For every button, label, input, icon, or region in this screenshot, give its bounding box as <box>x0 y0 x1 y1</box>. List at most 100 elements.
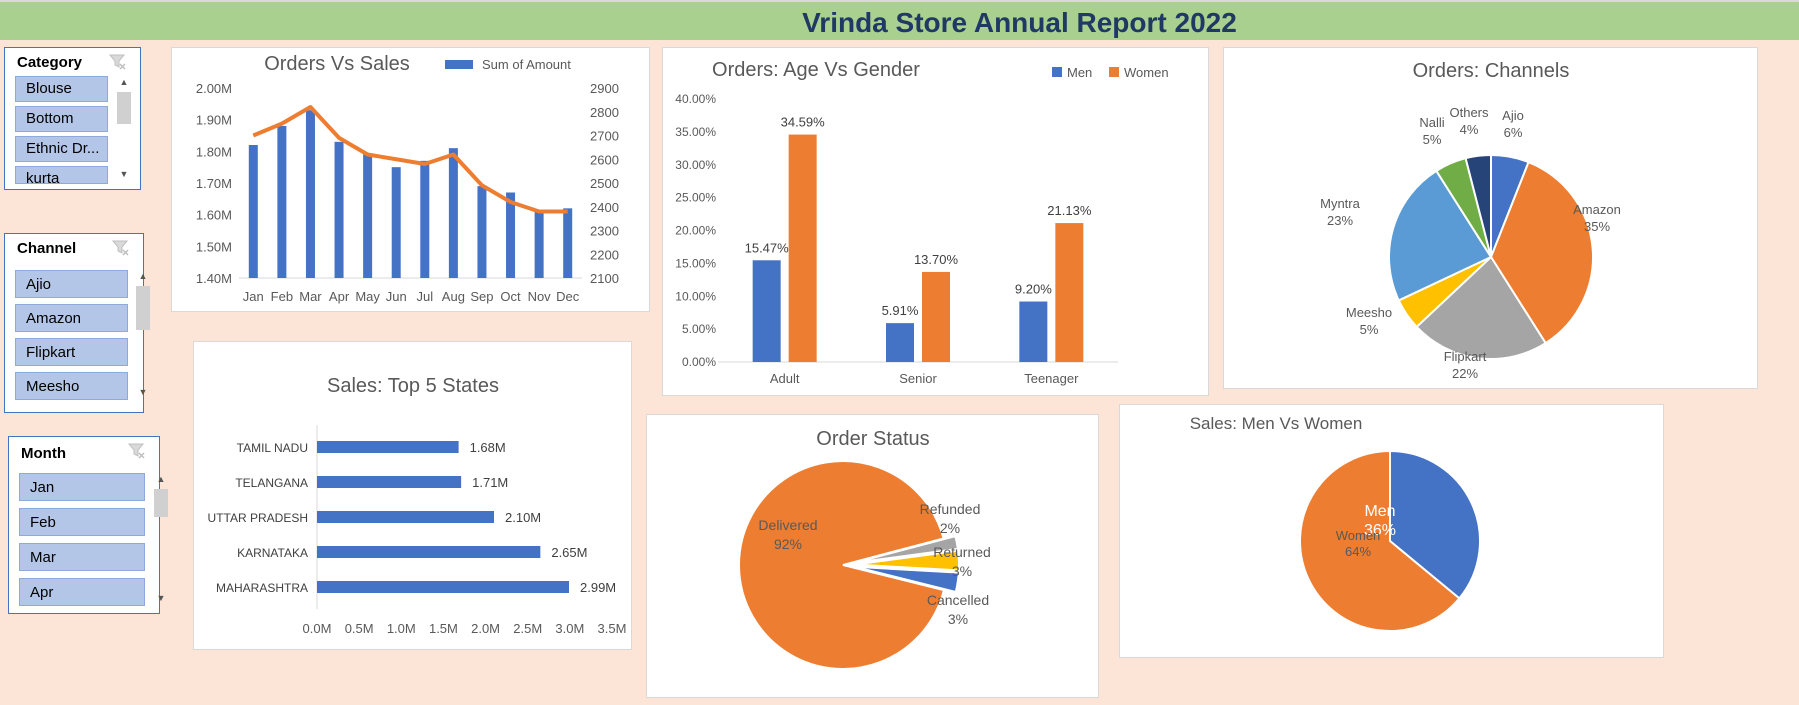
slicer-month-item[interactable]: Jan <box>19 473 145 501</box>
data-label: 1.68M <box>470 440 506 455</box>
y-tick-label: 35.00% <box>675 125 716 139</box>
y-left-tick-label: 1.60M <box>196 208 232 223</box>
slicer-month-item[interactable]: Apr <box>19 578 145 606</box>
slice-label: 4% <box>1460 122 1479 137</box>
slice-name: Flipkart <box>1444 349 1487 364</box>
chart-top-states[interactable]: Sales: Top 5 States TAMIL NADU 1.68M TELANG… <box>193 341 632 650</box>
y-right-tick-label: 2200 <box>590 247 619 262</box>
x-tick-label: Aug <box>442 289 465 304</box>
x-tick-label: Sep <box>470 289 493 304</box>
slice-name: Returned <box>933 544 991 560</box>
chart-men-vs-women[interactable]: Sales: Men Vs Women Men 36% Women 64% <box>1119 404 1664 658</box>
slicer-category[interactable]: Category Blouse Bottom Ethnic Dr... kurt… <box>4 47 141 190</box>
scroll-thumb[interactable] <box>117 92 131 124</box>
slicer-scrollbar[interactable]: ▲ ▼ <box>117 76 131 184</box>
slicer-channel-title: Channel <box>17 240 77 257</box>
chart-orders-vs-sales[interactable]: Orders Vs Sales Sum of Amount 1.40M 1.50M 1.… <box>171 47 650 312</box>
data-label: 2.65M <box>551 545 587 560</box>
slicer-channel-item[interactable]: Ajio <box>15 270 128 298</box>
x-tick-label: Jan <box>243 289 264 304</box>
slice-label: 5% <box>1423 132 1442 147</box>
scroll-up-icon[interactable]: ▲ <box>119 77 129 87</box>
x-tick-label: Dec <box>556 289 580 304</box>
data-label: 2.99M <box>580 580 616 595</box>
slice-label: 23% <box>1327 213 1353 228</box>
x-tick-label: Teenager <box>1024 371 1079 386</box>
scroll-down-icon[interactable]: ▼ <box>138 387 148 397</box>
top-states-plot: Sales: Top 5 States TAMIL NADU 1.68M TELANG… <box>208 375 627 636</box>
slice-label: 3% <box>948 611 968 627</box>
x-tick-label: 2.0M <box>471 621 500 636</box>
slicer-category-item[interactable]: Ethnic Dr... <box>15 136 108 162</box>
clear-filter-icon[interactable] <box>127 441 145 459</box>
y-tick-label: TAMIL NADU <box>237 441 308 455</box>
slicer-channel[interactable]: Channel Ajio Amazon Flipkart Meesho ▲ ▼ <box>4 233 150 413</box>
slicer-category-item[interactable]: kurta <box>15 166 108 184</box>
chart-age-vs-gender[interactable]: Orders: Age Vs Gender Men Women 0.00% 5.00% 1… <box>662 47 1209 396</box>
scroll-down-icon[interactable]: ▼ <box>156 593 166 603</box>
y-tick-label: 30.00% <box>675 158 716 172</box>
slice-label: 36% <box>1364 522 1396 539</box>
chart-title: Orders: Channels <box>1413 60 1570 82</box>
bar <box>1019 301 1048 362</box>
pie-slice <box>738 460 946 670</box>
chart-order-status[interactable]: Order Status Delivered 92% Refunded 2% Return… <box>646 414 1099 698</box>
slicer-channel-item[interactable]: Flipkart <box>15 338 128 366</box>
bar <box>506 192 516 278</box>
bar <box>391 167 401 278</box>
y-left-tick-label: 1.40M <box>196 271 232 286</box>
y-tick-label: 20.00% <box>675 224 716 238</box>
y-right-tick-label: 2500 <box>590 176 619 191</box>
slicer-channel-item[interactable]: Amazon <box>15 304 128 332</box>
bar <box>363 154 373 278</box>
slicer-month[interactable]: Month Jan Feb Mar Apr ▲ ▼ <box>8 436 168 614</box>
y-left-tick-label: 1.50M <box>196 239 232 254</box>
slicer-month-item[interactable]: Mar <box>19 543 145 571</box>
bar <box>317 476 462 488</box>
slicer-category-item[interactable]: Blouse <box>15 76 108 102</box>
y-right-tick-label: 2600 <box>590 152 619 167</box>
clear-filter-icon[interactable] <box>111 238 129 256</box>
scroll-down-icon[interactable]: ▼ <box>119 169 129 179</box>
bar <box>305 110 315 278</box>
pie-slice <box>854 565 960 594</box>
x-tick-label: Nov <box>528 289 552 304</box>
chart-channels[interactable]: Orders: Channels Ajio 6% Amazon 35% Flipkart 2… <box>1223 47 1758 389</box>
scroll-thumb[interactable] <box>154 489 168 517</box>
sheet-gridline <box>0 0 1799 2</box>
bar <box>317 441 459 453</box>
bar <box>317 581 570 593</box>
x-tick-label: Jun <box>386 289 407 304</box>
slicer-scrollbar[interactable]: ▲ ▼ <box>154 473 168 606</box>
pie-slice <box>854 549 960 572</box>
slice-name: Ajio <box>1502 108 1524 123</box>
slicer-month-item[interactable]: Feb <box>19 508 145 536</box>
bar <box>752 260 781 362</box>
bar <box>277 126 287 278</box>
x-tick-label: Mar <box>299 289 322 304</box>
scroll-up-icon[interactable]: ▲ <box>156 474 166 484</box>
y-tick-label: KARNATAKA <box>237 546 308 560</box>
y-tick-label: TELANGANA <box>235 476 308 490</box>
y-tick-label: UTTAR PRADESH <box>208 511 308 525</box>
pie-slice <box>1415 255 1548 360</box>
x-tick-label: Feb <box>271 289 293 304</box>
x-tick-label: 0.0M <box>303 621 332 636</box>
clear-filter-icon[interactable] <box>108 52 126 70</box>
scroll-thumb[interactable] <box>136 286 150 330</box>
slice-label: 92% <box>774 536 802 552</box>
x-tick-label: 2.5M <box>513 621 542 636</box>
chart-title: Sales: Top 5 States <box>327 375 499 397</box>
slicer-category-item[interactable]: Bottom <box>15 106 108 132</box>
x-tick-label: 3.0M <box>555 621 584 636</box>
slice-label: 22% <box>1452 366 1478 381</box>
slicer-channel-item[interactable]: Meesho <box>15 372 128 400</box>
bar <box>477 186 487 278</box>
y-tick-label: 40.00% <box>675 92 716 106</box>
y-tick-label: MAHARASHTRA <box>216 581 308 595</box>
scroll-up-icon[interactable]: ▲ <box>138 271 148 281</box>
slicer-scrollbar[interactable]: ▲ ▼ <box>136 270 150 400</box>
y-left-tick-label: 2.00M <box>196 81 232 96</box>
y-right-tick-label: 2400 <box>590 200 619 215</box>
line-series <box>252 105 568 214</box>
